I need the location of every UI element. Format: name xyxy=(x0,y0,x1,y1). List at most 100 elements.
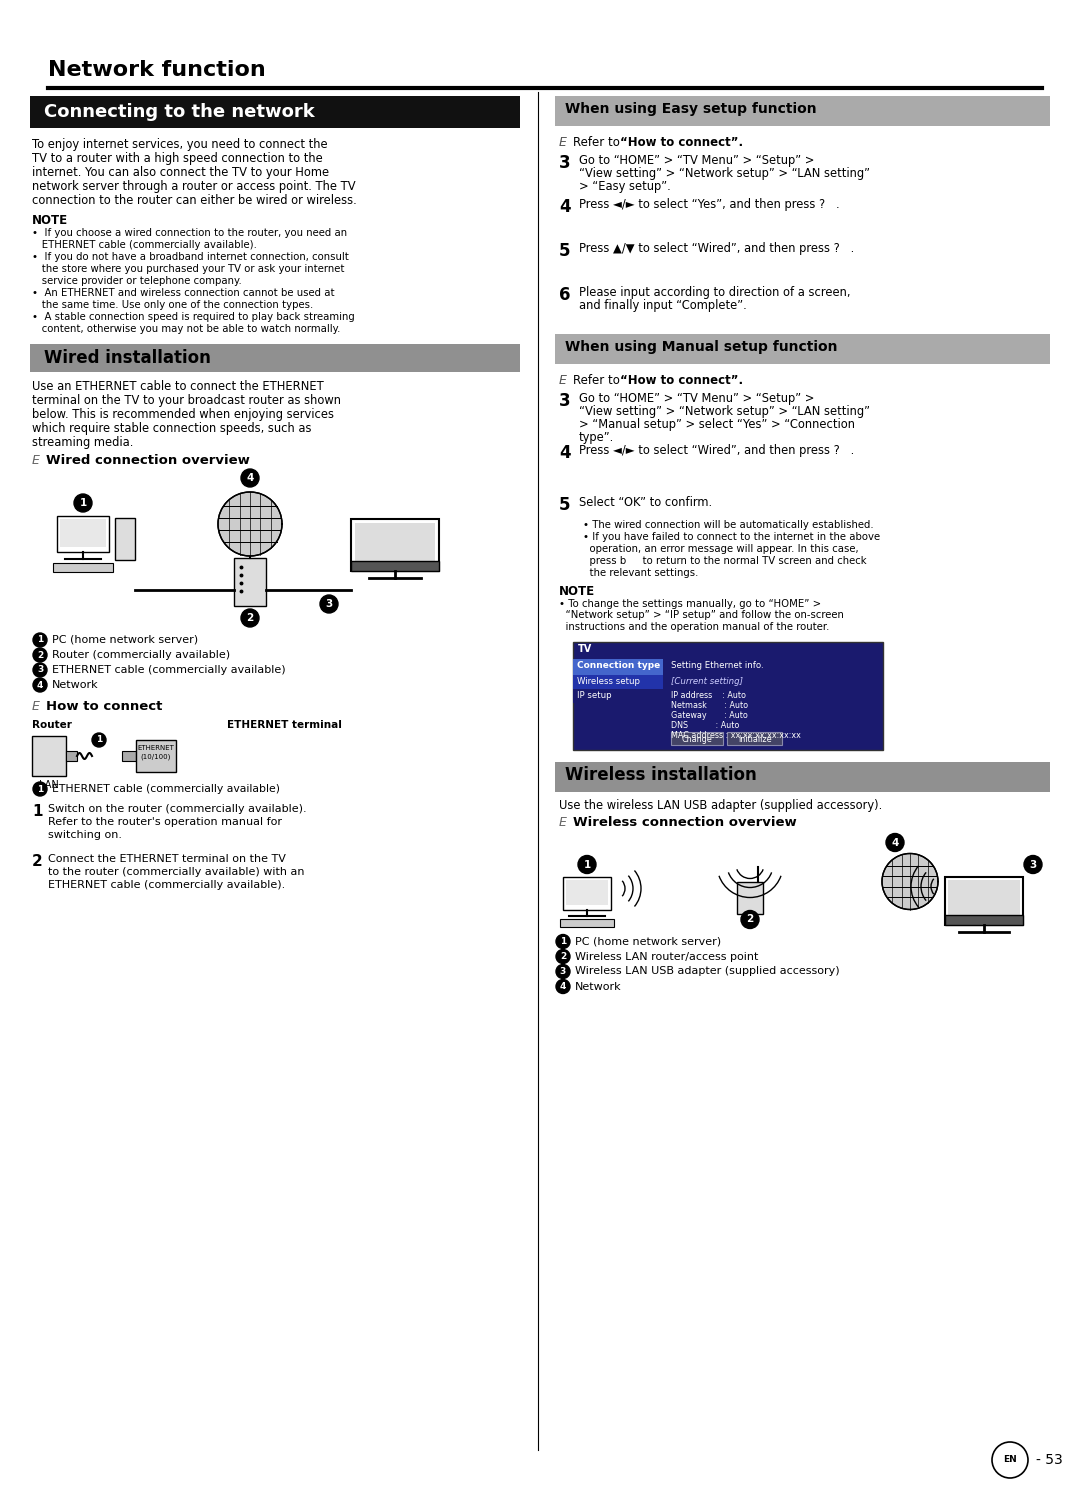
Text: IP address    : Auto: IP address : Auto xyxy=(671,690,746,699)
Text: press b     to return to the normal TV screen and check: press b to return to the normal TV scree… xyxy=(583,556,866,567)
Text: 3: 3 xyxy=(559,154,570,171)
Text: Refer to the router's operation manual for: Refer to the router's operation manual f… xyxy=(48,817,282,828)
Circle shape xyxy=(33,649,48,662)
Circle shape xyxy=(320,595,338,613)
Text: E: E xyxy=(559,817,567,829)
Text: DNS           : Auto: DNS : Auto xyxy=(671,720,740,729)
Text: and finally input “Complete”.: and finally input “Complete”. xyxy=(579,300,746,312)
Text: ETHERNET terminal: ETHERNET terminal xyxy=(227,720,342,731)
Bar xyxy=(32,737,66,775)
Text: > “Easy setup”.: > “Easy setup”. xyxy=(579,180,671,192)
Text: MAC address : xx:xx:xx:xx:xx:xx: MAC address : xx:xx:xx:xx:xx:xx xyxy=(671,731,801,740)
Text: “How to connect”.: “How to connect”. xyxy=(620,136,743,149)
Text: Initialize: Initialize xyxy=(739,735,772,744)
Bar xyxy=(136,740,176,772)
Text: IP setup: IP setup xyxy=(577,692,611,701)
Text: service provider or telephone company.: service provider or telephone company. xyxy=(32,276,242,286)
Bar xyxy=(727,732,782,744)
Circle shape xyxy=(33,663,48,677)
Bar xyxy=(53,564,113,573)
Text: switching on.: switching on. xyxy=(48,830,122,839)
Text: Press ▲/▼ to select “Wired”, and then press ?   .: Press ▲/▼ to select “Wired”, and then pr… xyxy=(579,242,854,255)
Circle shape xyxy=(33,781,48,796)
Bar xyxy=(563,877,611,910)
Bar xyxy=(945,877,1023,924)
Text: “Network setup” > “IP setup” and follow the on-screen: “Network setup” > “IP setup” and follow … xyxy=(559,610,843,620)
Bar xyxy=(234,558,266,605)
Circle shape xyxy=(556,950,570,963)
Text: Go to “HOME” > “TV Menu” > “Setup” >: Go to “HOME” > “TV Menu” > “Setup” > xyxy=(579,392,814,406)
Text: 1: 1 xyxy=(583,859,591,869)
Text: Wireless connection overview: Wireless connection overview xyxy=(573,817,797,829)
Circle shape xyxy=(556,935,570,948)
Text: instructions and the operation manual of the router.: instructions and the operation manual of… xyxy=(559,622,829,632)
Text: PC (home network server): PC (home network server) xyxy=(575,936,721,947)
Circle shape xyxy=(92,734,106,747)
Text: internet. You can also connect the TV to your Home: internet. You can also connect the TV to… xyxy=(32,166,329,179)
Text: Please input according to direction of a screen,: Please input according to direction of a… xyxy=(579,286,851,300)
Text: to the router (commercially available) with an: to the router (commercially available) w… xyxy=(48,866,305,877)
Circle shape xyxy=(886,833,904,851)
Text: Connect the ETHERNET terminal on the TV: Connect the ETHERNET terminal on the TV xyxy=(48,854,286,863)
Circle shape xyxy=(241,470,259,488)
Bar xyxy=(948,880,1020,917)
Text: - 53: - 53 xyxy=(1036,1454,1063,1467)
Text: Select “OK” to confirm.: Select “OK” to confirm. xyxy=(579,497,712,508)
Bar xyxy=(737,881,762,914)
Circle shape xyxy=(882,853,939,910)
Text: Switch on the router (commercially available).: Switch on the router (commercially avail… xyxy=(48,804,307,814)
Text: 3: 3 xyxy=(559,968,566,977)
Text: •  If you choose a wired connection to the router, you need an: • If you choose a wired connection to th… xyxy=(32,228,347,239)
Text: Wireless setup: Wireless setup xyxy=(577,677,640,686)
Text: Go to “HOME” > “TV Menu” > “Setup” >: Go to “HOME” > “TV Menu” > “Setup” > xyxy=(579,154,814,167)
Text: Use an ETHERNET cable to connect the ETHERNET: Use an ETHERNET cable to connect the ETH… xyxy=(32,380,324,394)
Text: “How to connect”.: “How to connect”. xyxy=(620,374,743,388)
Text: • To change the settings manually, go to “HOME” >: • To change the settings manually, go to… xyxy=(559,599,821,608)
Text: • If you have failed to connect to the internet in the above: • If you have failed to connect to the i… xyxy=(583,532,880,543)
Circle shape xyxy=(218,492,282,556)
Text: 4: 4 xyxy=(559,198,570,216)
Bar xyxy=(30,95,519,128)
Text: 2: 2 xyxy=(37,650,43,659)
Bar xyxy=(66,751,77,760)
Text: Router: Router xyxy=(32,720,72,731)
Text: below. This is recommended when enjoying services: below. This is recommended when enjoying… xyxy=(32,409,334,420)
Text: To enjoy internet services, you need to connect the: To enjoy internet services, you need to … xyxy=(32,139,327,151)
Bar xyxy=(555,762,1050,792)
Circle shape xyxy=(33,678,48,692)
Text: terminal on the TV to your broadcast router as shown: terminal on the TV to your broadcast rou… xyxy=(32,394,341,407)
Text: How to connect: How to connect xyxy=(46,699,162,713)
Text: Refer to: Refer to xyxy=(573,374,623,388)
Text: 1: 1 xyxy=(96,735,103,744)
Text: E: E xyxy=(32,699,40,713)
Text: 4: 4 xyxy=(559,444,570,462)
Text: 2: 2 xyxy=(746,914,754,924)
Text: When using Easy setup function: When using Easy setup function xyxy=(565,101,816,116)
Text: Network function: Network function xyxy=(48,60,266,81)
Text: Gateway       : Auto: Gateway : Auto xyxy=(671,711,747,720)
Text: [Current setting]: [Current setting] xyxy=(671,677,743,686)
Bar xyxy=(351,519,438,571)
Text: EN: EN xyxy=(1003,1455,1017,1464)
Text: NOTE: NOTE xyxy=(32,215,68,227)
Text: •  An ETHERNET and wireless connection cannot be used at: • An ETHERNET and wireless connection ca… xyxy=(32,288,335,298)
Bar xyxy=(60,519,106,547)
Text: Wireless installation: Wireless installation xyxy=(565,766,757,784)
Bar xyxy=(57,516,109,552)
Text: the same time. Use only one of the connection types.: the same time. Use only one of the conne… xyxy=(32,300,313,310)
Text: ETHERNET cable (commercially available): ETHERNET cable (commercially available) xyxy=(52,784,280,795)
Text: > “Manual setup” > select “Yes” > “Connection: > “Manual setup” > select “Yes” > “Conne… xyxy=(579,417,855,431)
Bar xyxy=(555,95,1050,127)
Text: 3: 3 xyxy=(37,665,43,674)
Text: network server through a router or access point. The TV: network server through a router or acces… xyxy=(32,180,355,192)
Text: ETHERNET: ETHERNET xyxy=(137,746,175,751)
Circle shape xyxy=(556,980,570,993)
Text: ETHERNET cable (commercially available).: ETHERNET cable (commercially available). xyxy=(48,880,285,890)
Text: 5: 5 xyxy=(559,242,570,259)
Text: Press ◄/► to select “Wired”, and then press ?   .: Press ◄/► to select “Wired”, and then pr… xyxy=(579,444,854,458)
Text: Use the wireless LAN USB adapter (supplied accessory).: Use the wireless LAN USB adapter (suppli… xyxy=(559,799,882,813)
Text: Connecting to the network: Connecting to the network xyxy=(44,103,314,121)
Text: content, otherwise you may not be able to watch normally.: content, otherwise you may not be able t… xyxy=(32,324,340,334)
Circle shape xyxy=(556,965,570,978)
Text: Wired connection overview: Wired connection overview xyxy=(46,453,249,467)
